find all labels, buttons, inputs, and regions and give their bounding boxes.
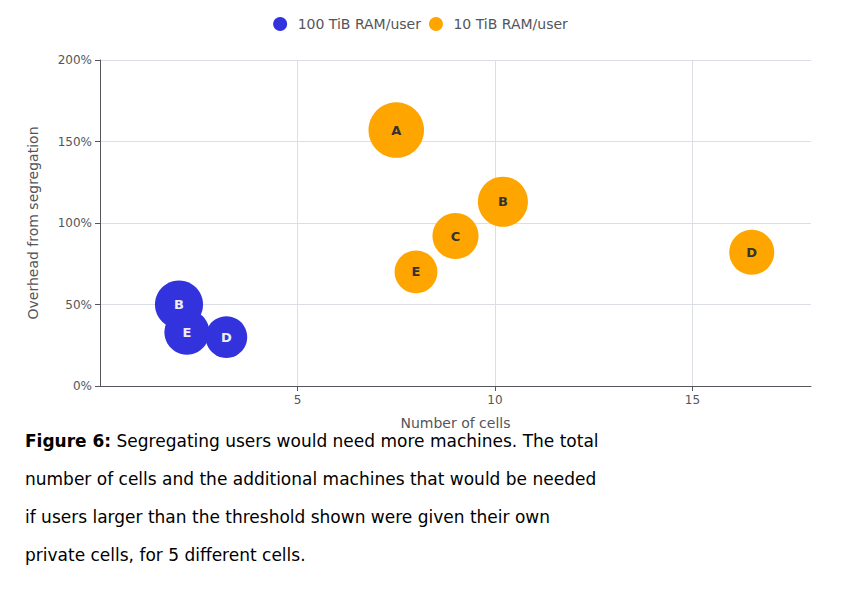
svg-text:100 TiB RAM/user: 100 TiB RAM/user — [298, 16, 422, 32]
svg-text:150%: 150% — [58, 135, 92, 149]
svg-text:Figure 6:: Figure 6: — [25, 431, 111, 451]
svg-text:if users larger than the thres: if users larger than the threshold shown… — [25, 507, 550, 527]
svg-text:B: B — [498, 194, 508, 209]
svg-text:10: 10 — [487, 393, 502, 407]
svg-text:200%: 200% — [58, 53, 92, 67]
svg-text:Number of cells: Number of cells — [400, 415, 510, 431]
svg-text:D: D — [221, 330, 232, 345]
svg-text:Overhead from segregation: Overhead from segregation — [25, 127, 41, 320]
svg-text:number of cells and the additi: number of cells and the additional machi… — [25, 469, 596, 489]
svg-text:50%: 50% — [65, 298, 92, 312]
svg-text:15: 15 — [685, 393, 700, 407]
svg-text:E: E — [412, 264, 421, 279]
svg-text:5: 5 — [294, 393, 302, 407]
svg-text:Segregating users would need m: Segregating users would need more machin… — [111, 431, 598, 451]
svg-text:A: A — [391, 123, 401, 138]
svg-text:10 TiB RAM/user: 10 TiB RAM/user — [453, 16, 568, 32]
svg-text:0%: 0% — [73, 379, 92, 393]
svg-text:D: D — [746, 245, 757, 260]
svg-text:B: B — [174, 297, 184, 312]
svg-text:E: E — [182, 325, 191, 340]
svg-text:private cells, for 5 different: private cells, for 5 different cells. — [25, 545, 306, 565]
svg-text:C: C — [451, 229, 461, 244]
svg-text:100%: 100% — [58, 216, 92, 230]
